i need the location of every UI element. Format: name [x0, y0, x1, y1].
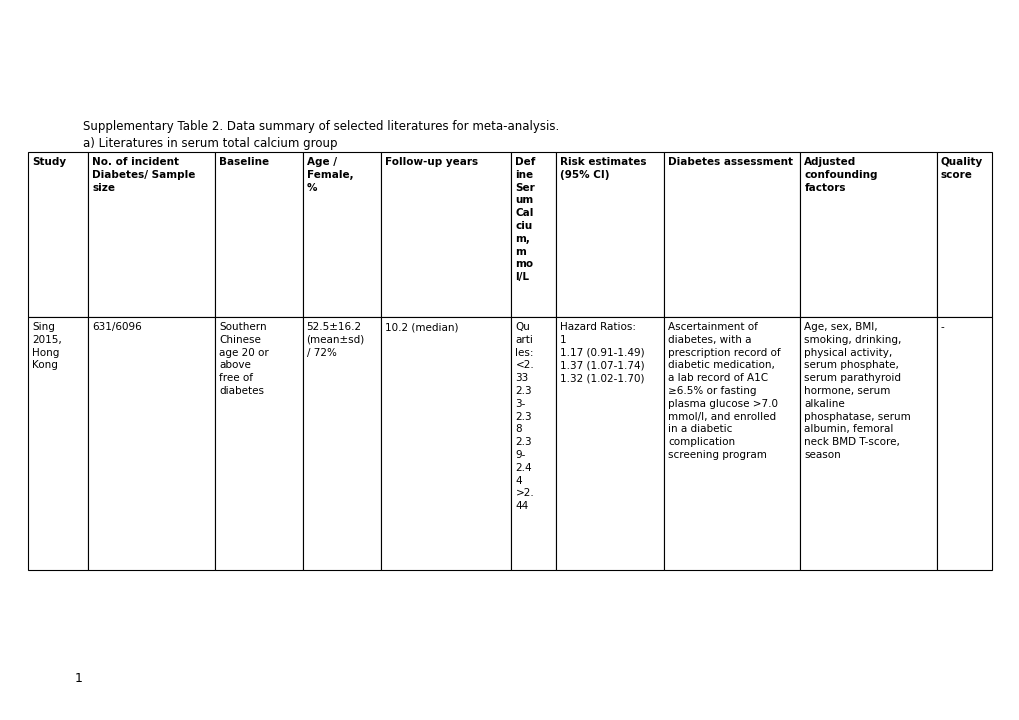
Text: -: -	[940, 322, 944, 332]
Bar	[935, 152, 991, 317]
Bar	[555, 317, 663, 570]
Bar	[215, 152, 303, 317]
Bar	[555, 152, 663, 317]
Bar	[28, 152, 88, 317]
Text: Risk estimates
(95% CI): Risk estimates (95% CI)	[559, 157, 646, 180]
Text: Baseline: Baseline	[219, 157, 269, 167]
Text: Qu
arti
les:
<2.
33
2.3
3-
2.3
8
2.3
9-
2.4
4
>2.
44: Qu arti les: <2. 33 2.3 3- 2.3 8 2.3 9- …	[515, 322, 534, 511]
Text: Age /
Female,
%: Age / Female, %	[307, 157, 353, 192]
Bar	[380, 317, 511, 570]
Bar	[800, 317, 935, 570]
Text: Ascertainment of
diabetes, with a
prescription record of
diabetic medication,
a : Ascertainment of diabetes, with a prescr…	[667, 322, 780, 460]
Text: Quality
score: Quality score	[940, 157, 982, 180]
Bar	[511, 152, 555, 317]
Bar	[380, 152, 511, 317]
Text: Adjusted
confounding
factors: Adjusted confounding factors	[804, 157, 877, 192]
Bar	[935, 317, 991, 570]
Text: 52.5±16.2
(mean±sd)
/ 72%: 52.5±16.2 (mean±sd) / 72%	[307, 322, 365, 358]
Text: 631/6096: 631/6096	[92, 322, 142, 332]
Text: 10.2 (median): 10.2 (median)	[384, 322, 458, 332]
Text: Study: Study	[32, 157, 66, 167]
Bar	[800, 152, 935, 317]
Bar	[88, 317, 215, 570]
Text: Follow-up years: Follow-up years	[384, 157, 478, 167]
Bar	[215, 317, 303, 570]
Text: Supplementary Table 2. Data summary of selected literatures for meta-analysis.: Supplementary Table 2. Data summary of s…	[83, 120, 558, 133]
Text: Sing
2015,
Hong
Kong: Sing 2015, Hong Kong	[32, 322, 62, 370]
Text: a) Literatures in serum total calcium group: a) Literatures in serum total calcium gr…	[83, 137, 337, 150]
Text: Hazard Ratios:
1
1.17 (0.91-1.49)
1.37 (1.07-1.74)
1.32 (1.02-1.70): Hazard Ratios: 1 1.17 (0.91-1.49) 1.37 (…	[559, 322, 644, 383]
Bar	[88, 152, 215, 317]
Bar	[663, 317, 800, 570]
Bar	[303, 152, 380, 317]
Bar	[28, 317, 88, 570]
Bar	[663, 152, 800, 317]
Text: Age, sex, BMI,
smoking, drinking,
physical activity,
serum phosphate,
serum para: Age, sex, BMI, smoking, drinking, physic…	[804, 322, 910, 460]
Text: Southern
Chinese
age 20 or
above
free of
diabetes: Southern Chinese age 20 or above free of…	[219, 322, 268, 396]
Text: No. of incident
Diabetes/ Sample
size: No. of incident Diabetes/ Sample size	[92, 157, 196, 192]
Text: Def
ine
Ser
um
Cal
ciu
m,
m
mo
l/L: Def ine Ser um Cal ciu m, m mo l/L	[515, 157, 535, 282]
Bar	[511, 317, 555, 570]
Text: 1: 1	[75, 672, 83, 685]
Bar	[303, 317, 380, 570]
Text: Diabetes assessment: Diabetes assessment	[667, 157, 792, 167]
